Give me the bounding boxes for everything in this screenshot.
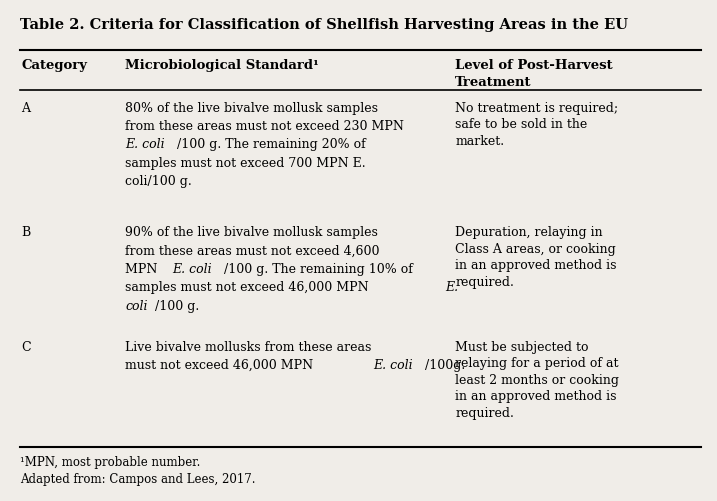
Text: E. coli: E. coli: [172, 263, 212, 276]
Text: 90% of the live bivalve mollusk samples: 90% of the live bivalve mollusk samples: [125, 226, 379, 239]
Text: /100g.: /100g.: [424, 359, 465, 372]
Text: samples must not exceed 46,000 MPN: samples must not exceed 46,000 MPN: [125, 281, 373, 294]
Text: MPN: MPN: [125, 263, 162, 276]
Text: 80% of the live bivalve mollusk samples: 80% of the live bivalve mollusk samples: [125, 102, 379, 115]
Text: No treatment is required;
safe to be sold in the
market.: No treatment is required; safe to be sol…: [455, 102, 619, 148]
Text: E.: E.: [445, 281, 458, 294]
Text: A: A: [22, 102, 31, 115]
Text: from these areas must not exceed 4,600: from these areas must not exceed 4,600: [125, 245, 380, 258]
Text: coli: coli: [125, 300, 148, 313]
Text: ¹MPN, most probable number.: ¹MPN, most probable number.: [20, 456, 201, 469]
Text: B: B: [22, 226, 31, 239]
Text: Live bivalve mollusks from these areas: Live bivalve mollusks from these areas: [125, 341, 372, 354]
Text: /100 g. The remaining 20% of: /100 g. The remaining 20% of: [176, 138, 366, 151]
Text: Category: Category: [22, 59, 87, 72]
Text: must not exceed 46,000 MPN: must not exceed 46,000 MPN: [125, 359, 318, 372]
Text: E. coli: E. coli: [125, 138, 165, 151]
Text: Must be subjected to
relaying for a period of at
least 2 months or cooking
in an: Must be subjected to relaying for a peri…: [455, 341, 619, 420]
Text: from these areas must not exceed 230 MPN: from these areas must not exceed 230 MPN: [125, 120, 404, 133]
Text: samples must not exceed 700 MPN E.: samples must not exceed 700 MPN E.: [125, 156, 366, 169]
Text: Microbiological Standard¹: Microbiological Standard¹: [125, 59, 319, 72]
Text: coli/100 g.: coli/100 g.: [125, 175, 192, 188]
Text: Level of Post-Harvest
Treatment: Level of Post-Harvest Treatment: [455, 59, 613, 89]
Text: Adapted from: Campos and Lees, 2017.: Adapted from: Campos and Lees, 2017.: [20, 473, 255, 486]
Text: /100 g.: /100 g.: [154, 300, 199, 313]
Text: /100 g. The remaining 10% of: /100 g. The remaining 10% of: [224, 263, 412, 276]
Text: C: C: [22, 341, 31, 354]
Text: Depuration, relaying in
Class A areas, or cooking
in an approved method is
requi: Depuration, relaying in Class A areas, o…: [455, 226, 617, 289]
Text: E. coli: E. coli: [374, 359, 413, 372]
Text: Table 2. Criteria for Classification of Shellfish Harvesting Areas in the EU: Table 2. Criteria for Classification of …: [20, 18, 628, 32]
